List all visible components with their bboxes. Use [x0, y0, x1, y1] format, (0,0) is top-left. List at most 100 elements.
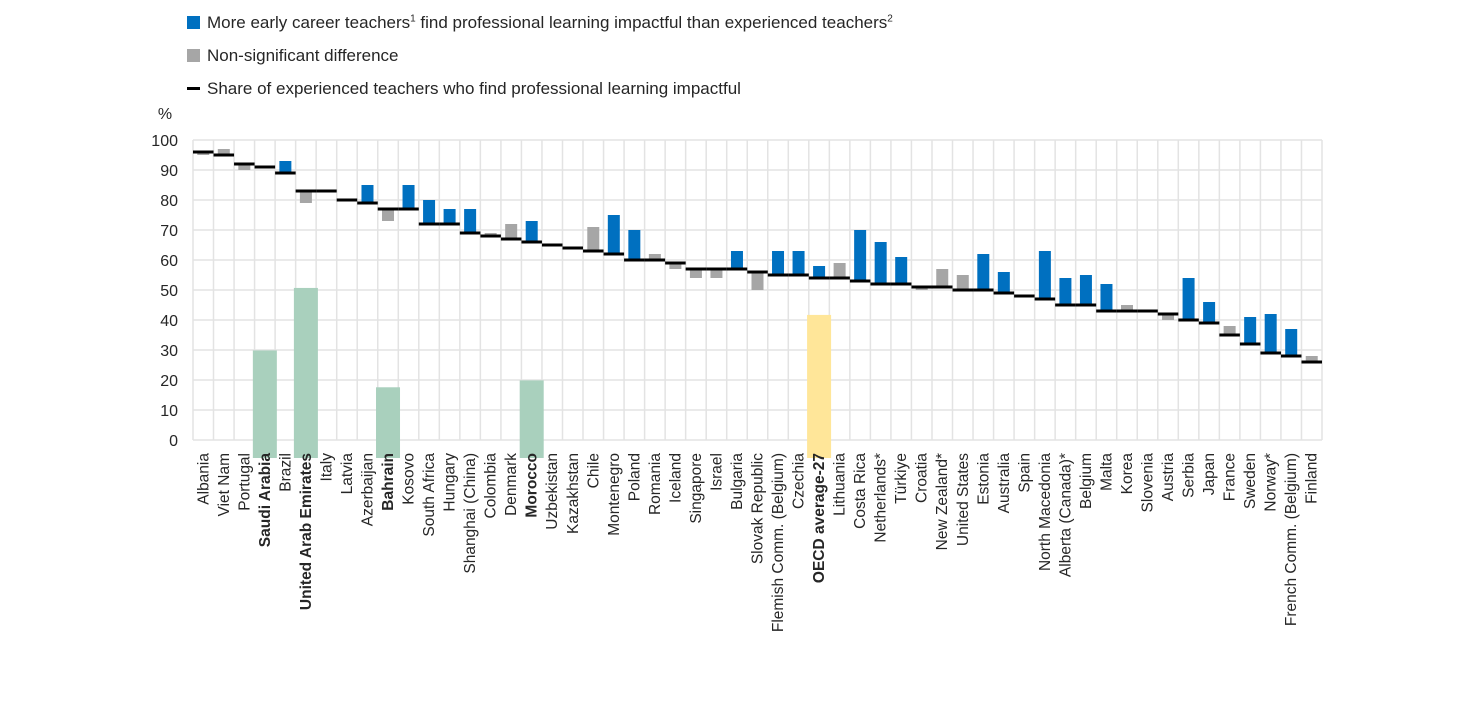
y-tick-label: 50 [160, 283, 178, 300]
experienced-marker [1137, 309, 1158, 313]
bar-non-significant [648, 254, 661, 260]
bar-non-significant [505, 224, 518, 239]
x-tick-label: Latvia [339, 453, 356, 495]
bar-significant [854, 230, 867, 281]
experienced-marker [316, 189, 337, 193]
experienced-marker [890, 282, 912, 286]
experienced-marker [500, 237, 522, 241]
highlight-box [252, 350, 277, 458]
x-tick-label: Uzbekistan [544, 453, 561, 530]
bar-significant [813, 266, 826, 278]
bar-significant [464, 209, 477, 233]
experienced-marker [357, 201, 378, 205]
bar-significant [1203, 302, 1216, 323]
x-tick-label: Romania [647, 453, 664, 515]
experienced-marker [603, 252, 625, 256]
x-tick-label: France [1222, 453, 1239, 501]
bar-non-significant [1120, 305, 1133, 311]
legend: More early career teachers1 find profess… [187, 6, 893, 105]
x-tick-label: Japan [1201, 453, 1218, 495]
x-tick-label: Viet Nam [216, 453, 233, 516]
x-tick-label: Costa Rica [852, 453, 869, 529]
x-tick-label: Hungary [442, 453, 459, 512]
bar-significant [1182, 278, 1195, 320]
x-tick-label: Montenegro [606, 453, 623, 536]
bar-non-significant [1305, 356, 1318, 362]
x-tick-label: Chile [585, 453, 602, 488]
experienced-marker [870, 282, 891, 286]
experienced-marker [1198, 321, 1220, 325]
experienced-marker [911, 285, 932, 289]
experienced-marker [398, 207, 419, 211]
experienced-marker [644, 258, 666, 262]
experienced-marker [952, 288, 974, 292]
bar-non-significant [587, 227, 600, 251]
experienced-marker [624, 258, 645, 262]
experienced-marker [213, 153, 235, 157]
x-tick-label: New Zealand* [934, 453, 951, 550]
bar-non-significant [299, 191, 312, 203]
legend-item-significant: More early career teachers1 find profess… [187, 6, 893, 39]
bar-significant [895, 257, 908, 284]
experienced-marker [377, 207, 399, 211]
bar-significant [977, 254, 990, 290]
bar-significant [997, 272, 1010, 293]
experienced-marker [295, 189, 317, 193]
experienced-marker [993, 291, 1015, 295]
x-tick-label: Kosovo [401, 453, 418, 505]
experienced-marker [1075, 303, 1097, 307]
bar-significant [874, 242, 887, 284]
blue-swatch [187, 16, 200, 29]
x-tick-label: Azerbaijan [359, 453, 376, 526]
experienced-marker [418, 222, 440, 226]
legend-label: Non-significant difference [207, 45, 399, 65]
bar-significant [279, 161, 292, 173]
x-tick-label: Malta [1098, 453, 1115, 491]
x-tick-label: Saudi Arabia [257, 453, 274, 548]
bar-significant [607, 215, 620, 254]
x-tick-label: Denmark [503, 453, 520, 516]
x-tick-label: Colombia [483, 453, 500, 519]
bar-non-significant [689, 269, 702, 278]
experienced-marker [973, 288, 994, 292]
bar-significant [628, 230, 641, 260]
bar-non-significant [217, 149, 230, 155]
x-tick-label: Singapore [688, 453, 705, 524]
x-tick-label: Netherlands* [873, 453, 890, 543]
x-tick-label: Bulgaria [729, 453, 746, 510]
legend-label: More early career teachers1 find profess… [207, 13, 893, 33]
y-tick-label: 70 [160, 223, 178, 240]
x-tick-label: Brazil [277, 453, 294, 492]
experienced-marker [480, 234, 501, 238]
x-tick-label: Slovak Republic [750, 453, 767, 564]
y-tick-label: 40 [160, 313, 178, 330]
bar-non-significant [833, 263, 846, 278]
experienced-marker [439, 222, 460, 226]
experienced-marker [459, 231, 481, 235]
experienced-marker [1280, 354, 1302, 358]
experienced-marker [521, 240, 542, 244]
bar-significant [1059, 278, 1072, 305]
legend-label: Share of experienced teachers who find p… [207, 78, 741, 98]
y-tick-label: 20 [160, 373, 178, 390]
x-tick-label: Belgium [1078, 453, 1095, 509]
x-tick-label: OECD average-27 [811, 453, 828, 583]
experienced-marker [193, 150, 214, 154]
experienced-marker [1096, 309, 1117, 313]
x-tick-label: Poland [626, 453, 643, 501]
highlight-box [376, 387, 401, 458]
bar-significant [525, 221, 538, 242]
y-axis-unit: % [158, 106, 172, 123]
experienced-marker [829, 276, 850, 280]
highlight-box [293, 287, 318, 458]
y-tick-label: 60 [160, 253, 178, 270]
x-tick-label: Alberta (Canada)* [1057, 453, 1074, 577]
bar-non-significant [1223, 326, 1236, 335]
x-tick-label: Shanghai (China) [462, 453, 479, 574]
footnote-2: 2 [887, 12, 893, 24]
bar-significant [1264, 314, 1277, 353]
x-tick-label: Austria [1160, 453, 1177, 502]
x-tick-label: Australia [996, 453, 1013, 514]
legend-text: find professional learning impactful tha… [415, 12, 888, 32]
